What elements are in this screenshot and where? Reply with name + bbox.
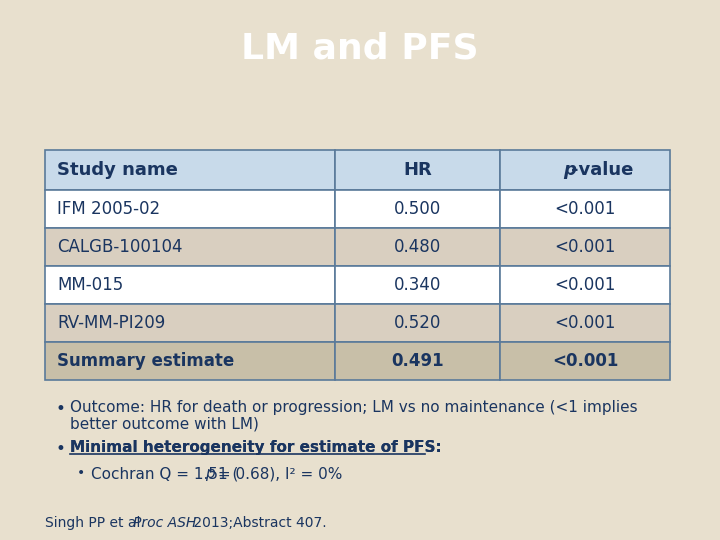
Text: MM-015: MM-015 — [57, 276, 123, 294]
Text: Minimal heterogeneity for estimate of PFS:: Minimal heterogeneity for estimate of PF… — [70, 440, 442, 455]
Text: better outcome with LM): better outcome with LM) — [70, 416, 259, 431]
Text: -value: -value — [571, 161, 634, 179]
FancyBboxPatch shape — [45, 150, 335, 190]
Text: 0.520: 0.520 — [394, 314, 441, 332]
Text: 0.480: 0.480 — [394, 238, 441, 256]
Text: RV-MM-PI209: RV-MM-PI209 — [57, 314, 166, 332]
Text: Minimal heterogeneity for estimate of PFS:: Minimal heterogeneity for estimate of PF… — [70, 440, 442, 455]
FancyBboxPatch shape — [335, 304, 500, 342]
FancyBboxPatch shape — [335, 342, 500, 380]
FancyBboxPatch shape — [45, 190, 335, 228]
Text: Outcome: HR for death or progression; LM vs no maintenance (<1 implies: Outcome: HR for death or progression; LM… — [70, 400, 638, 415]
Text: Minimal heterogeneity for estimate of PFS:: Minimal heterogeneity for estimate of PF… — [0, 539, 1, 540]
Text: CALGB-100104: CALGB-100104 — [57, 238, 182, 256]
Text: HR: HR — [403, 161, 432, 179]
Text: •: • — [55, 440, 65, 458]
FancyBboxPatch shape — [335, 150, 500, 190]
FancyBboxPatch shape — [335, 266, 500, 304]
Text: •: • — [77, 466, 85, 480]
Text: <0.001: <0.001 — [552, 352, 618, 370]
FancyBboxPatch shape — [500, 342, 670, 380]
Text: <0.001: <0.001 — [554, 200, 616, 218]
Text: <0.001: <0.001 — [554, 314, 616, 332]
Text: LM and PFS: LM and PFS — [241, 32, 479, 65]
Text: Cochran Q = 1.51 (: Cochran Q = 1.51 ( — [91, 466, 238, 481]
Text: <0.001: <0.001 — [554, 276, 616, 294]
FancyBboxPatch shape — [45, 304, 335, 342]
FancyBboxPatch shape — [45, 228, 335, 266]
Text: •: • — [55, 400, 65, 418]
Text: Study name: Study name — [57, 161, 178, 179]
FancyBboxPatch shape — [500, 150, 670, 190]
Text: IFM 2005-02: IFM 2005-02 — [57, 200, 160, 218]
FancyBboxPatch shape — [500, 304, 670, 342]
Text: p: p — [563, 161, 576, 179]
Text: p: p — [205, 466, 215, 481]
FancyBboxPatch shape — [500, 228, 670, 266]
FancyBboxPatch shape — [500, 190, 670, 228]
Text: 0.491: 0.491 — [391, 352, 444, 370]
FancyBboxPatch shape — [335, 228, 500, 266]
FancyBboxPatch shape — [45, 266, 335, 304]
Text: 0.500: 0.500 — [394, 200, 441, 218]
FancyBboxPatch shape — [45, 342, 335, 380]
Text: 2013;Abstract 407.: 2013;Abstract 407. — [189, 516, 327, 530]
Text: Proc ASH: Proc ASH — [133, 516, 197, 530]
FancyBboxPatch shape — [500, 266, 670, 304]
Text: = 0.68), I² = 0%: = 0.68), I² = 0% — [213, 466, 343, 481]
FancyBboxPatch shape — [335, 190, 500, 228]
Text: Summary estimate: Summary estimate — [57, 352, 234, 370]
Text: <0.001: <0.001 — [554, 238, 616, 256]
Text: 0.340: 0.340 — [394, 276, 441, 294]
Text: Singh PP et al.: Singh PP et al. — [45, 516, 149, 530]
